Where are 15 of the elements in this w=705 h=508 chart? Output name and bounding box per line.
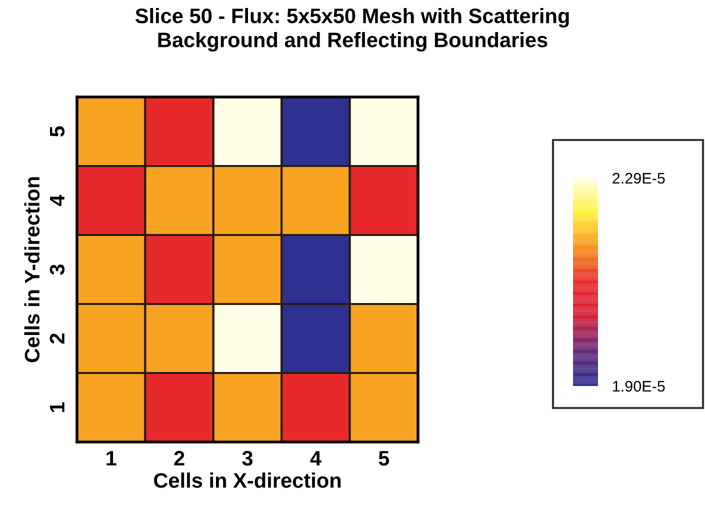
color-bar-label: 1.90E-5 [613,380,665,392]
y-tick-label: 3 [50,264,65,275]
x-tick-label: 2 [174,450,184,466]
color-bar-label: 2.29E-5 [612,172,665,184]
x-tick-label: 1 [106,451,116,466]
x-tick-label: 3 [242,450,253,466]
x-tick-label: 5 [378,451,390,466]
x-axis-title: Cells in X-direction [154,472,341,488]
y-tick-label: 5 [50,126,65,137]
y-tick-label: 4 [50,194,64,206]
x-tick-label: 4 [310,451,322,466]
y-axis-title: Cells in Y-direction [24,177,40,362]
y-tick-label: 1 [50,402,64,412]
y-tick-label: 2 [50,334,64,344]
chart-title: Slice 50 - Flux: 5x5x50 Mesh with Scattering Background and Reflecting Boundaries [135,8,569,52]
